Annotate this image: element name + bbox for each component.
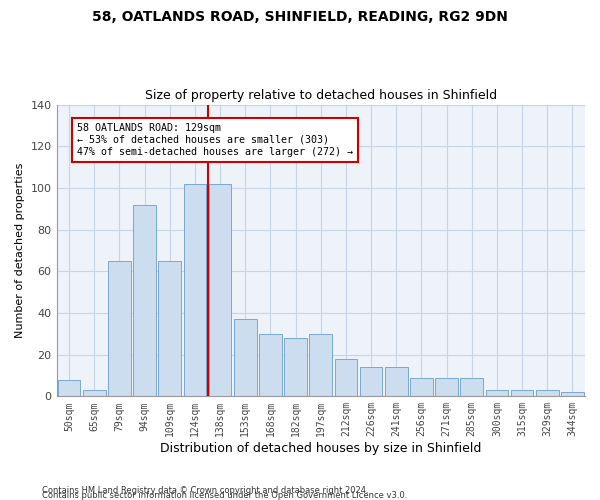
Bar [83,390,106,396]
Bar [284,338,307,396]
Title: Size of property relative to detached houses in Shinfield: Size of property relative to detached ho… [145,89,497,102]
Bar [133,204,156,396]
Bar [536,390,559,396]
Bar [234,319,257,396]
Text: Contains public sector information licensed under the Open Government Licence v3: Contains public sector information licen… [42,491,407,500]
Bar [485,390,508,396]
Bar [410,378,433,396]
Bar [460,378,483,396]
Text: 58 OATLANDS ROAD: 129sqm
← 53% of detached houses are smaller (303)
47% of semi-: 58 OATLANDS ROAD: 129sqm ← 53% of detach… [77,124,353,156]
Bar [511,390,533,396]
Text: 58, OATLANDS ROAD, SHINFIELD, READING, RG2 9DN: 58, OATLANDS ROAD, SHINFIELD, READING, R… [92,10,508,24]
Bar [435,378,458,396]
Bar [158,261,181,396]
Bar [310,334,332,396]
Bar [385,367,407,396]
Y-axis label: Number of detached properties: Number of detached properties [15,163,25,338]
Bar [58,380,80,396]
X-axis label: Distribution of detached houses by size in Shinfield: Distribution of detached houses by size … [160,442,481,455]
Bar [561,392,584,396]
Bar [259,334,282,396]
Bar [209,184,232,396]
Bar [108,261,131,396]
Bar [360,367,382,396]
Text: Contains HM Land Registry data © Crown copyright and database right 2024.: Contains HM Land Registry data © Crown c… [42,486,368,495]
Bar [184,184,206,396]
Bar [335,359,357,397]
